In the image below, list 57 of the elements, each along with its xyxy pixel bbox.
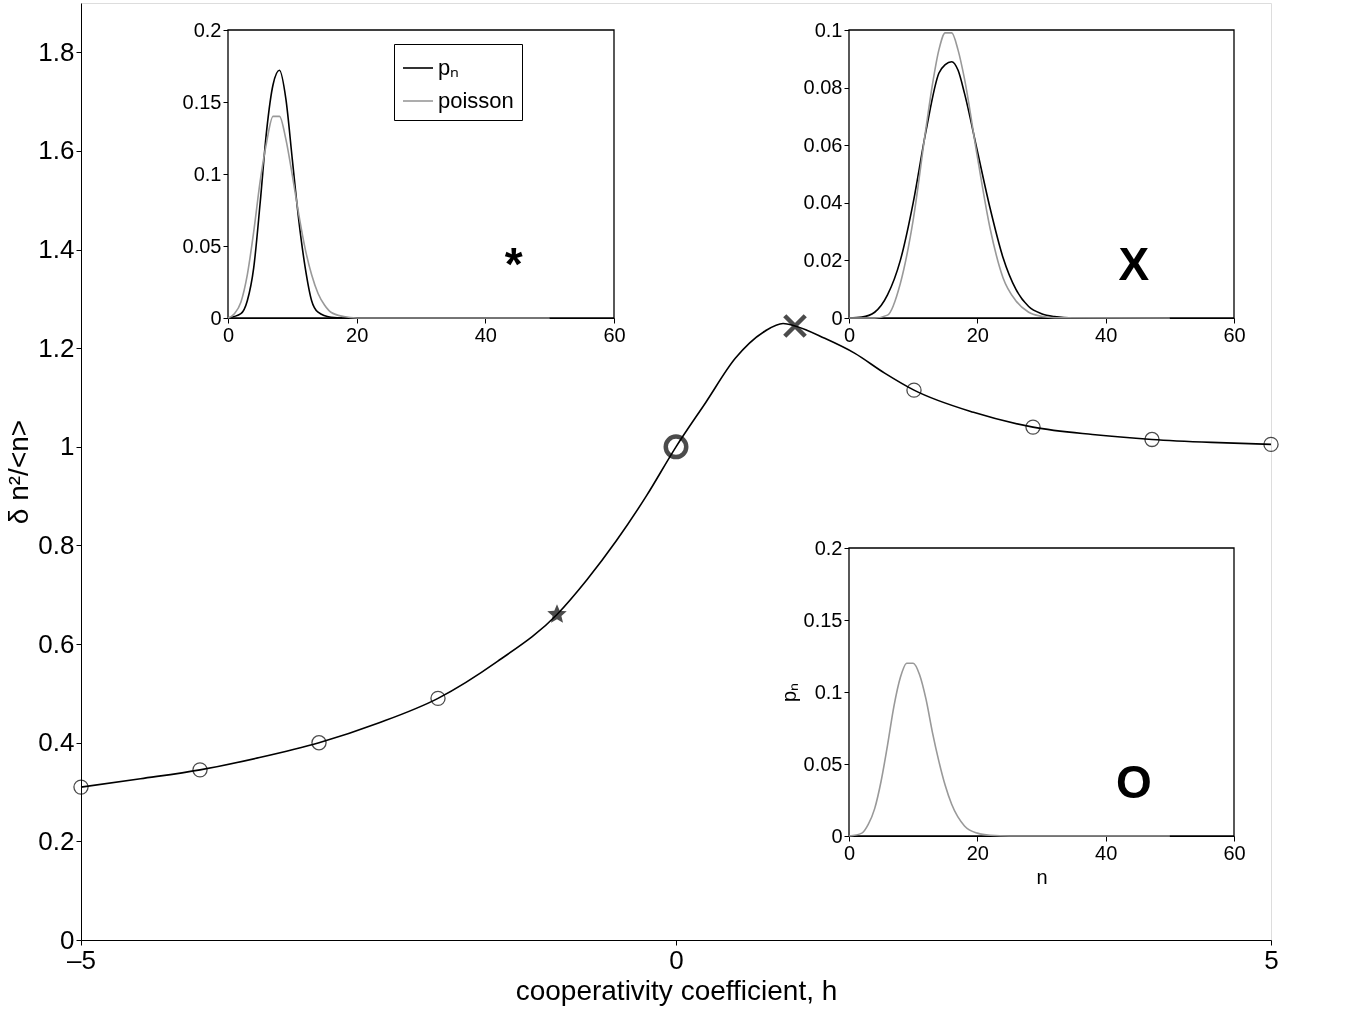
x-tick-label: 0 <box>669 944 684 975</box>
y-tick-label: 0 <box>831 824 843 847</box>
point <box>547 604 567 623</box>
y-axis-title: δ n²/<n> <box>3 419 35 525</box>
legend-label: poisson <box>438 88 514 113</box>
y-tick-label: 0.15 <box>803 608 843 631</box>
x-tick-label: 5 <box>1264 944 1279 975</box>
x-tick-label: 40 <box>1095 841 1118 864</box>
y-tick-label: 0.1 <box>193 162 222 185</box>
point <box>311 735 327 751</box>
point <box>1263 436 1279 453</box>
point <box>1144 431 1160 448</box>
y-tick-label: 0.06 <box>803 133 843 156</box>
point <box>1025 419 1041 435</box>
y-tick-label: 0 <box>831 306 843 329</box>
y-tick-label: 0.2 <box>193 18 222 41</box>
y-tick-label: 1.2 <box>38 332 75 363</box>
y-tick-label: 0.04 <box>803 191 843 214</box>
point <box>906 382 922 398</box>
y-tick-label: 0.2 <box>814 536 843 559</box>
y-tick-label: 0.08 <box>803 76 843 99</box>
y-tick-label: 0.05 <box>182 234 222 257</box>
x-tick-label: 60 <box>603 323 626 346</box>
x-tick-label: 40 <box>1095 323 1118 346</box>
y-tick-label: 0 <box>210 306 222 329</box>
y-tick-label: 0.05 <box>803 752 843 775</box>
y-tick-label: 0.6 <box>38 628 75 659</box>
x-tick-label: 20 <box>966 841 989 864</box>
y-tick-label: 1.4 <box>38 234 75 265</box>
x-axis-title: n <box>1036 865 1048 888</box>
y-tick-label: 0.8 <box>38 529 75 560</box>
x-tick-label: 20 <box>966 323 989 346</box>
y-tick-label: 0.15 <box>182 90 222 113</box>
y-tick-label: 0.4 <box>38 727 75 758</box>
legend-label: pₙ <box>438 55 460 80</box>
x-axis-title: cooperativity coefficient, h <box>515 974 838 1006</box>
annotation: O <box>1116 756 1152 809</box>
point <box>73 779 89 795</box>
line-series <box>848 662 1171 837</box>
line-series <box>227 115 551 319</box>
y-tick-label: 0.2 <box>38 825 75 856</box>
y-tick-label: 1.8 <box>38 36 75 67</box>
annotation: X <box>1118 238 1150 291</box>
x-tick-label: 60 <box>1223 841 1246 864</box>
x-tick-label: 60 <box>1223 323 1246 346</box>
y-tick-label: 0.02 <box>803 248 843 271</box>
y-tick-label: 0.1 <box>814 18 843 41</box>
y-tick-label: 0.1 <box>814 680 843 703</box>
y-tick-label: 1.6 <box>38 135 75 166</box>
y-axis-title: pₙ <box>777 682 800 703</box>
x-tick-label: 20 <box>346 323 369 346</box>
y-tick-label: 1 <box>60 431 75 462</box>
point <box>192 762 208 778</box>
x-tick-label: 40 <box>474 323 497 346</box>
point <box>663 434 689 460</box>
annotation: * <box>504 238 523 291</box>
point <box>430 690 446 707</box>
